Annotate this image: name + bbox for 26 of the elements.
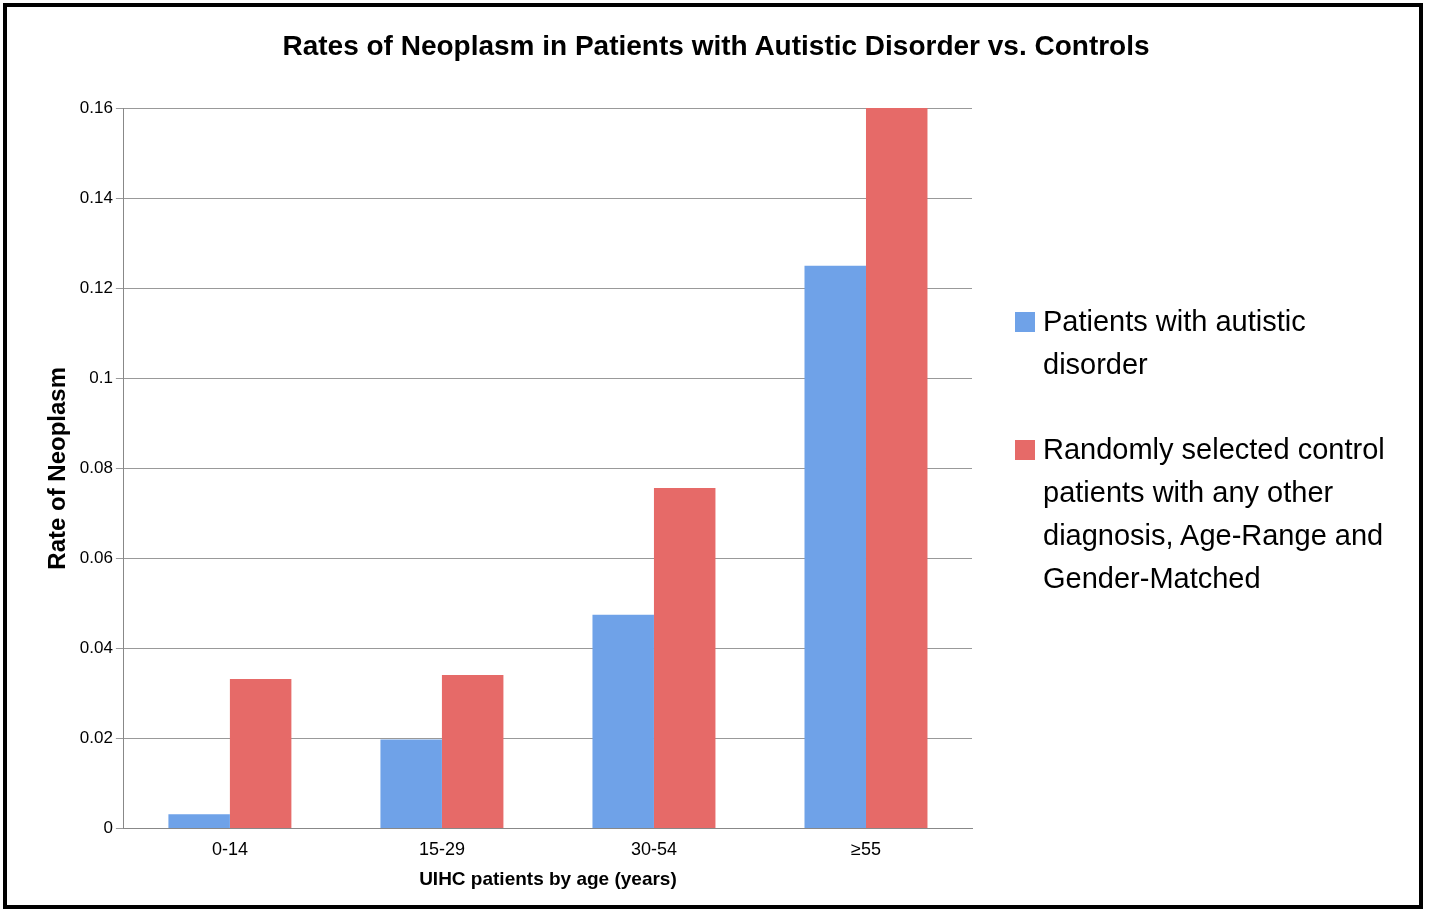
y-tick-label: 0: [103, 818, 113, 838]
x-tick-label: 0-14: [211, 839, 248, 860]
bar: [653, 488, 716, 829]
bar: [168, 814, 230, 829]
legend-label: Randomly selected control patients with any other diagnosis, Age-Range and Gender-Matched: [1043, 432, 1386, 596]
bar: [865, 108, 928, 829]
y-tick-label: 0.1: [89, 367, 113, 387]
bar: [804, 265, 866, 829]
x-axis-title: UIHC patients by age (years): [419, 867, 677, 889]
y-tick-label: 0.02: [79, 728, 113, 748]
bar: [229, 679, 292, 829]
y-axis-title: Rate of Neoplasm: [43, 366, 71, 570]
y-tick-label: 0.14: [79, 187, 113, 207]
chart-title: Rates of Neoplasm in Patients with Autistic Disorder vs. Controls: [281, 30, 1151, 62]
y-tick-label: 0.12: [79, 277, 113, 297]
y-tick-label: 0.16: [79, 97, 113, 117]
y-tick-label: 0.04: [79, 638, 113, 658]
bar: [592, 614, 654, 829]
y-tick-label: 0.06: [79, 548, 113, 568]
bar: [380, 739, 442, 829]
y-tick-label: 0.08: [79, 457, 113, 477]
x-tick-label: ≥55: [851, 839, 881, 860]
x-tick-label: 30-54: [630, 839, 677, 860]
legend-label: Patients with autistic disorder: [1043, 304, 1307, 382]
x-tick-label: 15-29: [418, 839, 465, 860]
bar: [441, 675, 504, 829]
